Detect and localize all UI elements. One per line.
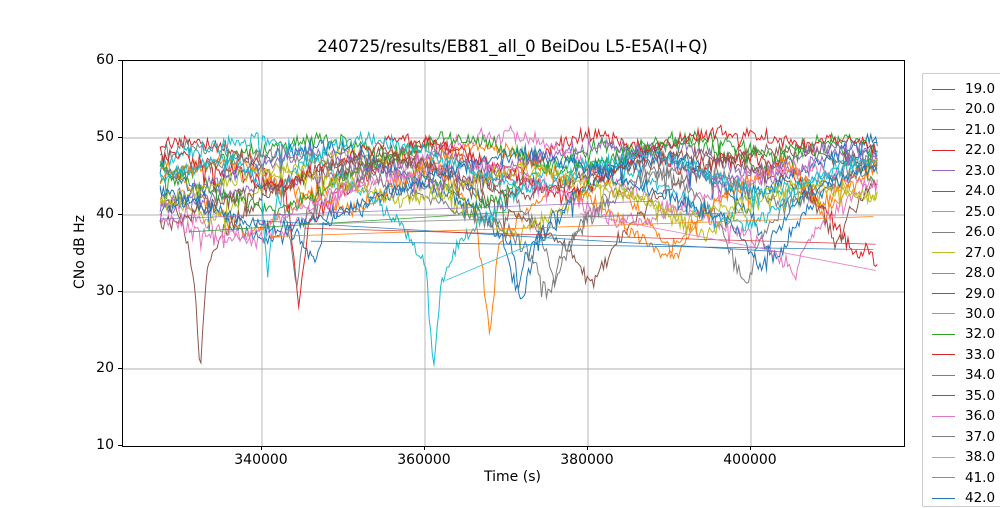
y-tick-mark bbox=[118, 291, 122, 292]
legend-label: 20.0 bbox=[965, 101, 996, 118]
y-tick-mark bbox=[118, 368, 122, 369]
legend-entry: 42.0 bbox=[923, 488, 1000, 508]
y-tick-label: 30 bbox=[96, 283, 114, 299]
legend-line-sample bbox=[932, 354, 955, 356]
y-tick-label: 20 bbox=[96, 360, 114, 376]
legend-label: 37.0 bbox=[965, 428, 996, 445]
legend-line-sample bbox=[932, 293, 955, 294]
legend-label: 22.0 bbox=[965, 142, 996, 159]
y-tick-mark bbox=[118, 60, 122, 61]
y-tick-label: 40 bbox=[96, 206, 114, 222]
legend-line-sample bbox=[932, 395, 955, 397]
legend-entry: 25.0 bbox=[923, 202, 1000, 222]
legend-entry: 28.0 bbox=[923, 263, 1000, 283]
legend-line-sample bbox=[932, 477, 955, 479]
legend-entry: 26.0 bbox=[923, 222, 1000, 242]
legend-label: 36.0 bbox=[965, 408, 996, 425]
legend-entry: 27.0 bbox=[923, 243, 1000, 263]
legend-entry: 34.0 bbox=[923, 365, 1000, 385]
y-tick-label: 10 bbox=[96, 437, 114, 453]
legend-entry: 33.0 bbox=[923, 345, 1000, 365]
plot-area bbox=[122, 60, 905, 447]
legend-entry: 36.0 bbox=[923, 406, 1000, 426]
legend-entry: 29.0 bbox=[923, 284, 1000, 304]
x-tick-label: 340000 bbox=[234, 452, 288, 468]
legend-line-sample bbox=[932, 108, 955, 110]
legend-entry: 24.0 bbox=[923, 181, 1000, 201]
legend-label: 32.0 bbox=[965, 326, 996, 343]
legend-label: 26.0 bbox=[965, 224, 996, 241]
x-tick-mark bbox=[423, 446, 425, 450]
legend-label: 35.0 bbox=[965, 387, 996, 404]
x-tick-mark bbox=[260, 446, 262, 450]
legend-label: 29.0 bbox=[965, 285, 996, 302]
legend-line-sample bbox=[932, 415, 955, 417]
legend-label: 25.0 bbox=[965, 203, 996, 220]
legend-line-sample bbox=[932, 231, 955, 233]
legend-line-sample bbox=[932, 170, 955, 172]
legend-line-sample bbox=[932, 129, 955, 131]
x-tick-label: 400000 bbox=[723, 452, 777, 468]
legend-entry: 38.0 bbox=[923, 447, 1000, 467]
legend-label: 27.0 bbox=[965, 244, 996, 261]
y-tick-mark bbox=[118, 214, 122, 215]
legend-entry: 19.0 bbox=[923, 79, 1000, 99]
legend-label: 42.0 bbox=[965, 490, 996, 506]
legend-label: 28.0 bbox=[965, 265, 996, 282]
x-tick-mark bbox=[586, 446, 588, 450]
legend-entry: 23.0 bbox=[923, 161, 1000, 181]
y-tick-label: 50 bbox=[96, 129, 114, 145]
legend-line-sample bbox=[932, 456, 955, 458]
legend-line-sample bbox=[932, 272, 955, 274]
legend: 19.0 20.0 21.0 22.0 23.0 24.0 25.0 26.0 27.0 28.0… bbox=[922, 73, 1000, 507]
chart-canvas bbox=[123, 61, 904, 446]
legend-entry: 22.0 bbox=[923, 140, 1000, 160]
y-axis-label: CNo dB Hz bbox=[72, 214, 88, 290]
legend-line-sample bbox=[932, 252, 955, 254]
x-tick-label: 380000 bbox=[560, 452, 614, 468]
legend-label: 33.0 bbox=[965, 346, 996, 363]
legend-entry: 21.0 bbox=[923, 120, 1000, 140]
legend-label: 34.0 bbox=[965, 367, 996, 384]
legend-entry: 35.0 bbox=[923, 386, 1000, 406]
x-tick-label: 360000 bbox=[397, 452, 451, 468]
y-tick-mark bbox=[118, 445, 122, 446]
legend-line-sample bbox=[932, 333, 955, 335]
legend-line-sample bbox=[932, 211, 955, 213]
legend-entry: 41.0 bbox=[923, 468, 1000, 488]
x-axis-label: Time (s) bbox=[484, 469, 541, 485]
legend-entry: 30.0 bbox=[923, 304, 1000, 324]
legend-label: 38.0 bbox=[965, 449, 996, 466]
legend-label: 21.0 bbox=[965, 121, 996, 138]
legend-line-sample bbox=[932, 497, 955, 499]
legend-label: 24.0 bbox=[965, 183, 996, 200]
legend-line-sample bbox=[932, 374, 955, 376]
x-tick-mark bbox=[749, 446, 751, 450]
legend-label: 41.0 bbox=[965, 469, 996, 486]
legend-line-sample bbox=[932, 88, 955, 90]
y-tick-mark bbox=[118, 137, 122, 138]
legend-entry: 20.0 bbox=[923, 99, 1000, 119]
legend-line-sample bbox=[932, 313, 955, 315]
legend-label: 30.0 bbox=[965, 305, 996, 322]
y-tick-label: 60 bbox=[96, 52, 114, 68]
legend-line-sample bbox=[932, 436, 955, 438]
legend-line-sample bbox=[932, 190, 955, 192]
legend-label: 19.0 bbox=[965, 81, 996, 97]
legend-line-sample bbox=[932, 149, 955, 151]
chart-title: 240725/results/EB81_all_0 BeiDou L5-E5A(… bbox=[317, 37, 708, 56]
legend-entry: 37.0 bbox=[923, 427, 1000, 447]
legend-entry: 32.0 bbox=[923, 324, 1000, 344]
legend-label: 23.0 bbox=[965, 162, 996, 179]
